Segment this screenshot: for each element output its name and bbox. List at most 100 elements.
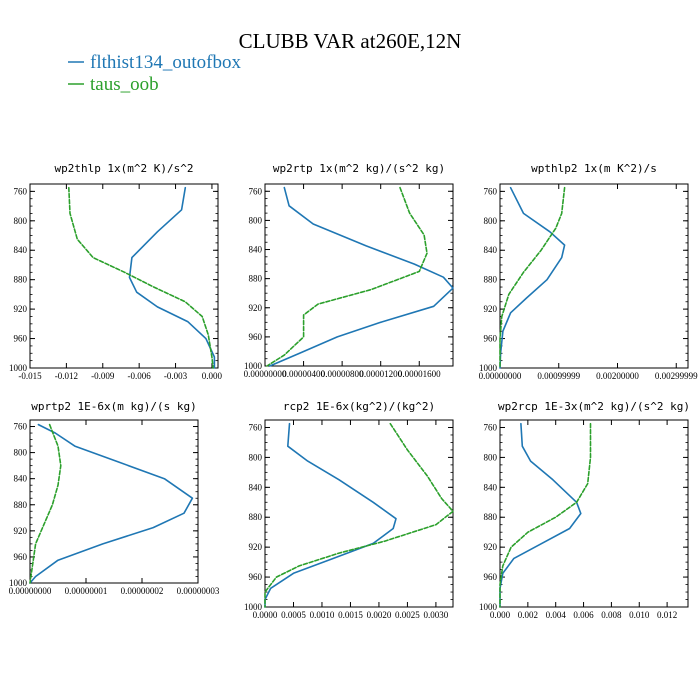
y-tick-label: 760 <box>484 422 498 432</box>
panel-title: wprtp2 1E-6x(m kg)/(s kg) <box>31 400 197 413</box>
x-tick-label: 0.00001200 <box>359 369 402 379</box>
y-tick-label: 840 <box>14 474 28 484</box>
y-tick-label: 1000 <box>9 578 28 588</box>
y-tick-label: 880 <box>484 275 498 285</box>
y-tick-label: 800 <box>249 452 263 462</box>
y-tick-label: 880 <box>249 512 263 522</box>
panel-2: wp2rtp 1x(m^2 kg)/(s^2 kg) 760 800 840 880 92… <box>244 162 454 379</box>
y-tick-label: 880 <box>14 275 28 285</box>
x-tick-label: 0.00000400 <box>282 369 325 379</box>
x-tick-label: 0.0030 <box>424 610 449 620</box>
panel-title: rcp2 1E-6x(kg^2)/(kg^2) <box>283 400 435 413</box>
y-tick-label: 960 <box>14 552 28 562</box>
y-tick-label: 880 <box>249 274 263 284</box>
plot-frame <box>499 419 689 608</box>
y-tick-label: 960 <box>249 572 263 582</box>
y-tick-label: 920 <box>249 303 263 313</box>
plot-frame <box>29 419 199 584</box>
x-tick-label: 0.00000000 <box>9 586 52 596</box>
x-tick-label: -0.012 <box>55 371 78 381</box>
panel-title: wp2rtp 1x(m^2 kg)/(s^2 kg) <box>273 162 445 175</box>
y-tick-label: 760 <box>249 422 263 432</box>
panel-5: rcp2 1E-6x(kg^2)/(kg^2) 760 800 840 880 920 96… <box>244 400 454 620</box>
y-tick-label: 920 <box>484 542 498 552</box>
y-tick-label: 760 <box>484 186 498 196</box>
series-line-flthist134-outofbox <box>499 186 566 369</box>
x-tick-label: 0.00000000 <box>244 369 287 379</box>
x-tick-label: 0.004 <box>546 610 567 620</box>
panel-title: wp2rcp 1E-3x(m^2 kg)/(s^2 kg) <box>498 400 690 413</box>
x-tick-label: 0.00000003 <box>177 586 220 596</box>
y-tick-label: 1000 <box>244 602 263 612</box>
y-tick-label: 800 <box>484 452 498 462</box>
x-tick-label: 0.00001600 <box>398 369 441 379</box>
panel-title: wp2thlp 1x(m^2 K)/s^2 <box>54 162 193 175</box>
x-tick-label: 0.0015 <box>338 610 363 620</box>
y-tick-label: 840 <box>249 245 263 255</box>
y-tick-label: 760 <box>14 422 28 432</box>
x-tick-label: 0.0010 <box>310 610 335 620</box>
x-tick-label: -0.006 <box>128 371 152 381</box>
panel-title: wpthlp2 1x(m K^2)/s <box>531 162 657 175</box>
x-tick-label: 0.006 <box>573 610 594 620</box>
x-tick-label: 0.008 <box>601 610 622 620</box>
x-tick-label: 0.000 <box>490 610 511 620</box>
series-line-flthist134-outofbox <box>264 422 397 608</box>
x-tick-label: -0.003 <box>164 371 188 381</box>
y-tick-label: 1000 <box>479 602 498 612</box>
series-line-taus-oob <box>68 186 214 369</box>
legend: flthist134_outofbox taus_oob <box>68 52 241 95</box>
y-tick-label: 760 <box>14 186 28 196</box>
series-line-flthist134-outofbox <box>29 423 194 584</box>
y-tick-label: 880 <box>484 512 498 522</box>
legend-label-taus-oob: taus_oob <box>90 74 159 95</box>
panel-4: wprtp2 1E-6x(m kg)/(s kg)760 800 840 880 920… <box>9 400 220 596</box>
plot-frame <box>499 183 689 369</box>
x-tick-label: -0.015 <box>18 371 42 381</box>
plot-frame <box>264 419 454 608</box>
y-tick-label: 840 <box>14 245 28 255</box>
y-tick-label: 840 <box>249 482 263 492</box>
plot-frame <box>29 183 219 369</box>
x-tick-label: 0.010 <box>629 610 650 620</box>
series-line-flthist134-outofbox <box>269 186 454 367</box>
y-tick-label: 960 <box>484 572 498 582</box>
y-tick-label: 1000 <box>479 363 498 373</box>
y-tick-label: 960 <box>249 332 263 342</box>
y-tick-label: 800 <box>484 216 498 226</box>
series-line-flthist134-outofbox <box>128 186 216 369</box>
series-line-flthist134-outofbox <box>499 422 582 608</box>
x-tick-label: 0.00200000 <box>596 371 639 381</box>
x-tick-label: 0.012 <box>657 610 677 620</box>
y-tick-label: 920 <box>14 304 28 314</box>
y-tick-label: 1000 <box>9 363 28 373</box>
x-tick-label: 0.00000001 <box>65 586 108 596</box>
y-tick-label: 960 <box>484 334 498 344</box>
x-tick-label: 0.00299999 <box>655 371 698 381</box>
y-tick-label: 840 <box>484 482 498 492</box>
x-tick-label: 0.0005 <box>281 610 306 620</box>
x-tick-label: 0.000 <box>202 371 223 381</box>
x-tick-label: -0.009 <box>91 371 115 381</box>
figure-title: CLUBB VAR at260E,12N <box>239 29 462 53</box>
y-tick-label: 920 <box>14 526 28 536</box>
y-tick-label: 1000 <box>244 361 263 371</box>
panel-6: wp2rcp 1E-3x(m^2 kg)/(s^2 kg)760 800 840 88… <box>479 400 690 620</box>
plot-frame <box>264 183 454 367</box>
legend-label-flthist134: flthist134_outofbox <box>90 52 241 73</box>
x-tick-label: 0.002 <box>518 610 538 620</box>
y-tick-label: 920 <box>249 542 263 552</box>
panel-1: wp2thlp 1x(m^2 K)/s^2 760 800 840 880 920 960 1… <box>9 162 223 381</box>
y-tick-label: 800 <box>249 215 263 225</box>
y-tick-label: 920 <box>484 304 498 314</box>
x-tick-label: 0.00000000 <box>479 371 522 381</box>
x-tick-label: 0.00000002 <box>121 586 164 596</box>
y-tick-label: 800 <box>14 216 28 226</box>
y-tick-label: 840 <box>484 245 498 255</box>
panels: wp2thlp 1x(m^2 K)/s^2 760 800 840 880 920 960 1… <box>9 162 699 620</box>
x-tick-label: 0.0000 <box>253 610 278 620</box>
series-line-taus-oob <box>499 422 592 608</box>
panel-3: wpthlp2 1x(m K^2)/s 760 800 840 880 920 960 100… <box>479 162 699 381</box>
y-tick-label: 760 <box>249 186 263 196</box>
series-line-taus-oob <box>29 423 62 584</box>
